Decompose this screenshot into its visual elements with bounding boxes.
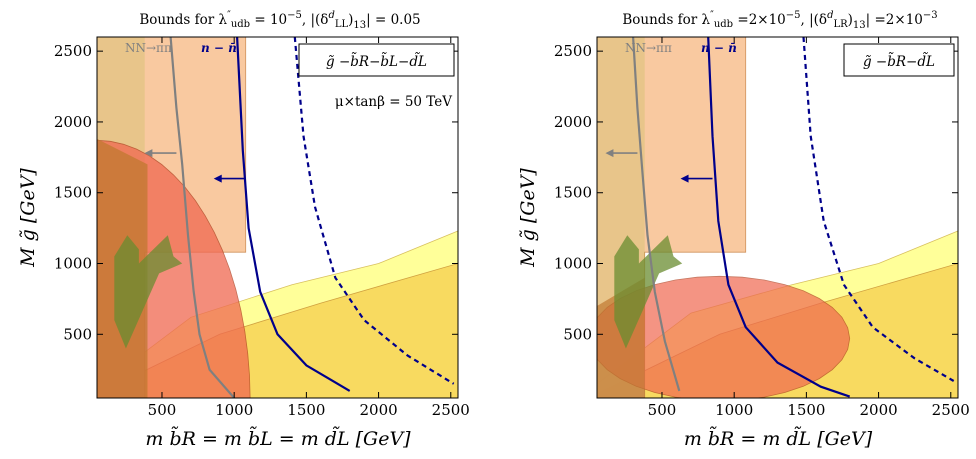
nnbar-arrow-head [213, 174, 222, 183]
nnbar-label: n − n̄ [701, 41, 737, 55]
right-plot-panel: 500 1000 1500 2000 2500 500 1000 1500 2000 2500 Bo… [500, 0, 976, 459]
x-axis-label: m b̃R = m b̃L = m d̃L [GeV] [145, 427, 411, 450]
y-tick-label: 2500 [554, 42, 592, 60]
x-tick-label: 1000 [215, 401, 253, 419]
dashed-boundary-curve [293, 37, 455, 385]
legend-label: g̃ −b̃R−b̃L−d̃L [326, 53, 427, 70]
nnbar-boundary-curve [236, 37, 351, 392]
nn-pipi-label: NN→ππ [625, 41, 672, 55]
olive-region [614, 235, 683, 349]
nn-pipi-boundary-curve [632, 37, 681, 392]
plot-frame [596, 36, 959, 399]
mu-tanbeta-annotation: μ×tanβ = 50 TeV [335, 94, 452, 110]
nn-pipi-arrow-head [144, 149, 153, 158]
olive-region [114, 235, 183, 349]
left-plot-panel: 500 1000 1500 2000 2500 500 1000 1500 2000 2500 Bo… [17, 10, 470, 450]
nn-pipi-arrow-head [605, 149, 614, 158]
nn-pipi-label: NN→ππ [125, 41, 172, 55]
x-tick-label: 1500 [787, 401, 825, 419]
y-axis-label: M g̃ [GeV] [517, 168, 539, 268]
x-tick-label: 500 [148, 401, 177, 419]
nnbar-arrow-head [680, 174, 689, 183]
y-tick-label: 1500 [554, 184, 592, 202]
legend-label: g̃ −b̃R−d̃L [863, 53, 935, 70]
right-plot-svg: 500 1000 1500 2000 2500 500 1000 1500 2000 2500 Bo… [517, 10, 970, 450]
y-tick-label: 1000 [554, 255, 592, 273]
plot-area [597, 37, 958, 398]
y-axis-label: M g̃ [GeV] [17, 168, 39, 268]
y-tick-label: 2000 [54, 113, 92, 131]
chart-title: Bounds for λ″udb = 10−5, |(δdLL)13| = 0.… [139, 10, 420, 31]
plot-area [97, 37, 458, 398]
y-tick-label: 2000 [554, 113, 592, 131]
y-tick-label: 2500 [54, 42, 92, 60]
y-tick-label: 1500 [54, 184, 92, 202]
chart-title: Bounds for λ″udb =2×10−5, |(δdLR)13| =2×… [622, 10, 937, 31]
x-tick-label: 2500 [432, 401, 470, 419]
left-plot-svg: 500 1000 1500 2000 2500 500 1000 1500 2000 2500 Bo… [17, 10, 470, 450]
nn-pipi-boundary-curve [169, 37, 236, 398]
y-tick-label: 1000 [54, 255, 92, 273]
x-tick-label: 2500 [932, 401, 970, 419]
x-tick-label: 2000 [859, 401, 897, 419]
y-tick-label: 500 [63, 325, 92, 343]
legend-box [298, 43, 455, 77]
x-tick-label: 2000 [359, 401, 397, 419]
dashed-boundary-curve [802, 37, 955, 382]
y-tick-label: 500 [563, 325, 592, 343]
x-tick-label: 1500 [287, 401, 325, 419]
legend-box [843, 43, 955, 77]
x-tick-label: 1000 [715, 401, 753, 419]
nnbar-label: n − n̄ [201, 41, 237, 55]
x-tick-label: 500 [648, 401, 677, 419]
plot-frame [96, 36, 459, 399]
x-axis-label: m b̃R = m d̃L [GeV] [684, 427, 873, 450]
nnbar-boundary-curve [707, 37, 851, 398]
